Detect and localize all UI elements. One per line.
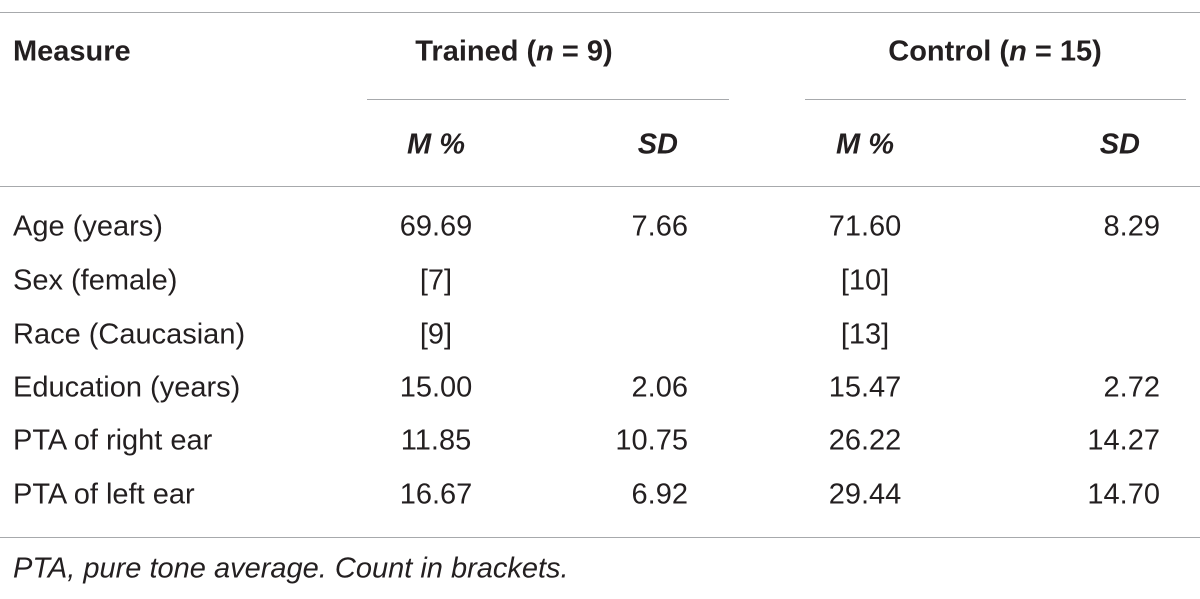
cell-value: 11.85 (400, 424, 472, 457)
cell-value: 29.44 (828, 478, 902, 511)
cell-value: [9] (419, 318, 453, 351)
cell-value: 15.47 (828, 371, 902, 404)
cell-value: [7] (419, 264, 453, 297)
cell-value: 2.06 (631, 371, 688, 404)
subheader: SD (637, 128, 678, 161)
header-rule (0, 186, 1200, 187)
top-rule (0, 12, 1200, 13)
cell-value: 71.60 (828, 210, 902, 243)
footnote: PTA, pure tone average. Count in bracket… (13, 552, 569, 585)
group-header-part: Trained ( (415, 35, 537, 68)
group-header-part: n (1009, 35, 1027, 68)
cell-value: 26.22 (828, 424, 902, 457)
group-header: Control (n = 15) (888, 35, 1102, 68)
cell-value: 16.67 (399, 478, 473, 511)
bottom-rule (0, 537, 1200, 538)
cell-value: 15.00 (399, 371, 473, 404)
group-header-part: Control ( (888, 35, 1010, 68)
row-label: Age (years) (13, 210, 163, 243)
group-rule (367, 99, 729, 100)
row-label: PTA of right ear (13, 424, 213, 457)
group-header-part: n (536, 35, 554, 68)
group-header-part: = 9) (553, 35, 613, 68)
cell-value: 7.66 (631, 210, 688, 243)
cell-value: 69.69 (399, 210, 473, 243)
cell-value: 2.72 (1103, 371, 1160, 404)
cell-value: 14.70 (1087, 478, 1160, 511)
header-measure: Measure (13, 35, 131, 68)
cell-value: 14.27 (1087, 424, 1160, 457)
cell-value: 8.29 (1103, 210, 1160, 243)
row-label: Sex (female) (13, 264, 178, 297)
cell-value: [13] (840, 318, 890, 351)
subheader: M % (407, 128, 465, 161)
group-rule (805, 99, 1186, 100)
cell-value: 6.92 (631, 478, 688, 511)
cell-value: [10] (840, 264, 890, 297)
row-label: Education (years) (13, 371, 241, 404)
subheader: SD (1099, 128, 1140, 161)
row-label: Race (Caucasian) (13, 318, 246, 351)
group-header-part: = 15) (1026, 35, 1102, 68)
cell-value: 10.75 (615, 424, 688, 457)
row-label: PTA of left ear (13, 478, 195, 511)
subheader: M % (836, 128, 894, 161)
group-header: Trained (n = 9) (415, 35, 613, 68)
